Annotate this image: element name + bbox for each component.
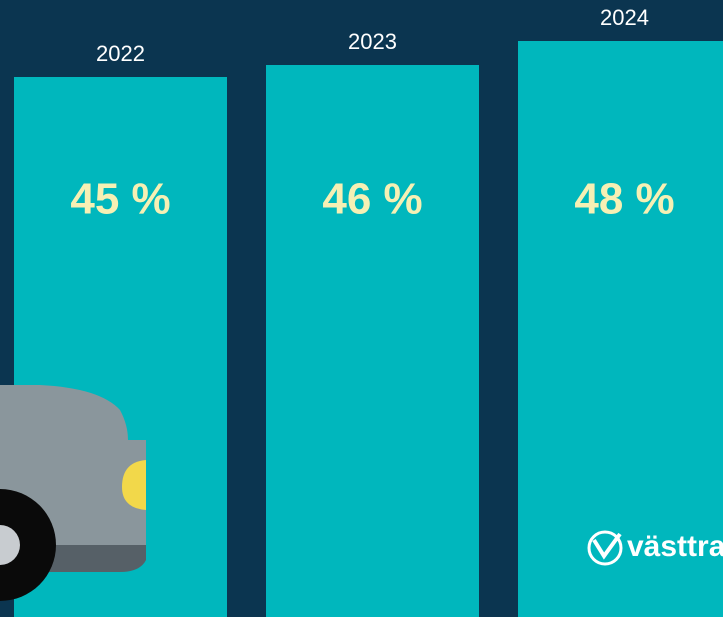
x-tick-label: 2023 [348,29,397,54]
x-tick-label: 2024 [600,5,649,30]
value-label: 45 % [70,175,170,224]
bar [266,65,479,617]
value-label: 48 % [574,175,674,224]
logo-text: västtrafik [627,530,723,563]
x-tick-label: 2022 [96,41,145,66]
value-label: 46 % [322,175,422,224]
chart: 2022 45 % 2023 46 % 2024 48 % västtrafik [0,0,723,617]
